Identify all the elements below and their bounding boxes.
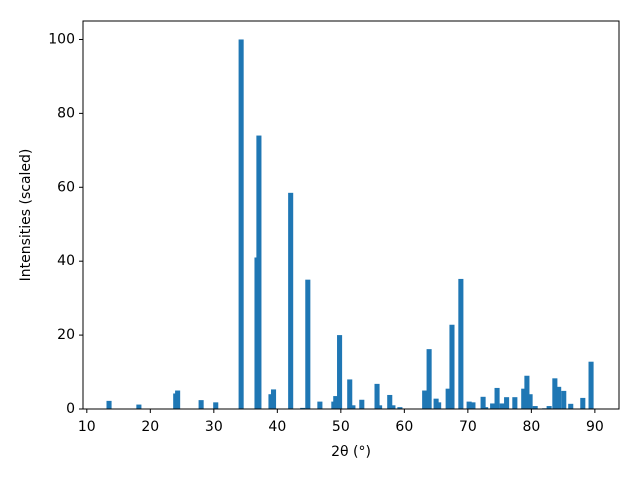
y-tick-label: 0 — [66, 401, 75, 417]
bar — [580, 397, 586, 409]
bar — [524, 375, 530, 409]
bar — [499, 403, 505, 409]
bar — [270, 389, 277, 409]
bar — [136, 404, 142, 409]
bar — [445, 388, 451, 409]
bar — [568, 403, 574, 409]
bar — [588, 361, 594, 409]
y-tick-label: 80 — [57, 105, 75, 121]
y-axis-label: Intensities (scaled) — [18, 149, 34, 282]
bar — [470, 402, 476, 409]
bar — [347, 379, 353, 409]
bar — [490, 403, 496, 409]
bar — [387, 394, 393, 409]
x-axis-label: 2θ (°) — [331, 444, 371, 460]
bar — [213, 402, 219, 409]
bar — [521, 388, 527, 409]
y-tick-label: 60 — [57, 179, 75, 195]
bar — [466, 401, 472, 409]
x-tick-label: 10 — [78, 419, 96, 435]
bar — [561, 390, 567, 409]
y-tick-label: 100 — [48, 31, 75, 47]
bar — [175, 390, 181, 409]
bar — [256, 135, 262, 410]
bar — [483, 407, 489, 409]
bar — [198, 400, 204, 409]
bar — [527, 394, 533, 409]
bar — [397, 407, 403, 409]
bar — [504, 397, 510, 409]
x-tick-label: 80 — [522, 419, 540, 435]
bar — [333, 396, 339, 409]
bar — [106, 400, 112, 409]
x-tick-label: 60 — [395, 419, 413, 435]
bar — [238, 39, 244, 409]
y-tick-label: 20 — [57, 327, 75, 343]
bar — [288, 192, 294, 409]
bar — [494, 387, 500, 409]
plot-frame — [82, 20, 620, 410]
bar — [546, 406, 552, 409]
bar — [359, 399, 365, 409]
bar — [305, 279, 311, 409]
bar — [422, 390, 428, 409]
bar — [556, 386, 562, 409]
x-tick-label: 50 — [332, 419, 350, 435]
bar — [436, 402, 442, 409]
x-tick-label: 40 — [268, 419, 286, 435]
x-tick-label: 30 — [205, 419, 223, 435]
x-tick-label: 90 — [586, 419, 604, 435]
bar — [512, 397, 518, 409]
y-tick-label: 40 — [57, 253, 75, 269]
bar — [552, 378, 558, 409]
bar — [350, 405, 356, 409]
bar — [449, 324, 455, 409]
bar — [390, 405, 396, 409]
bar — [300, 407, 306, 409]
bar — [480, 396, 486, 409]
x-tick-label: 20 — [141, 419, 159, 435]
bar — [374, 383, 380, 409]
bar — [426, 349, 432, 409]
bar — [337, 335, 343, 409]
bar — [377, 405, 383, 409]
x-tick-label: 70 — [459, 419, 477, 435]
bar — [458, 278, 464, 409]
bar — [532, 406, 538, 409]
bar — [317, 401, 323, 409]
